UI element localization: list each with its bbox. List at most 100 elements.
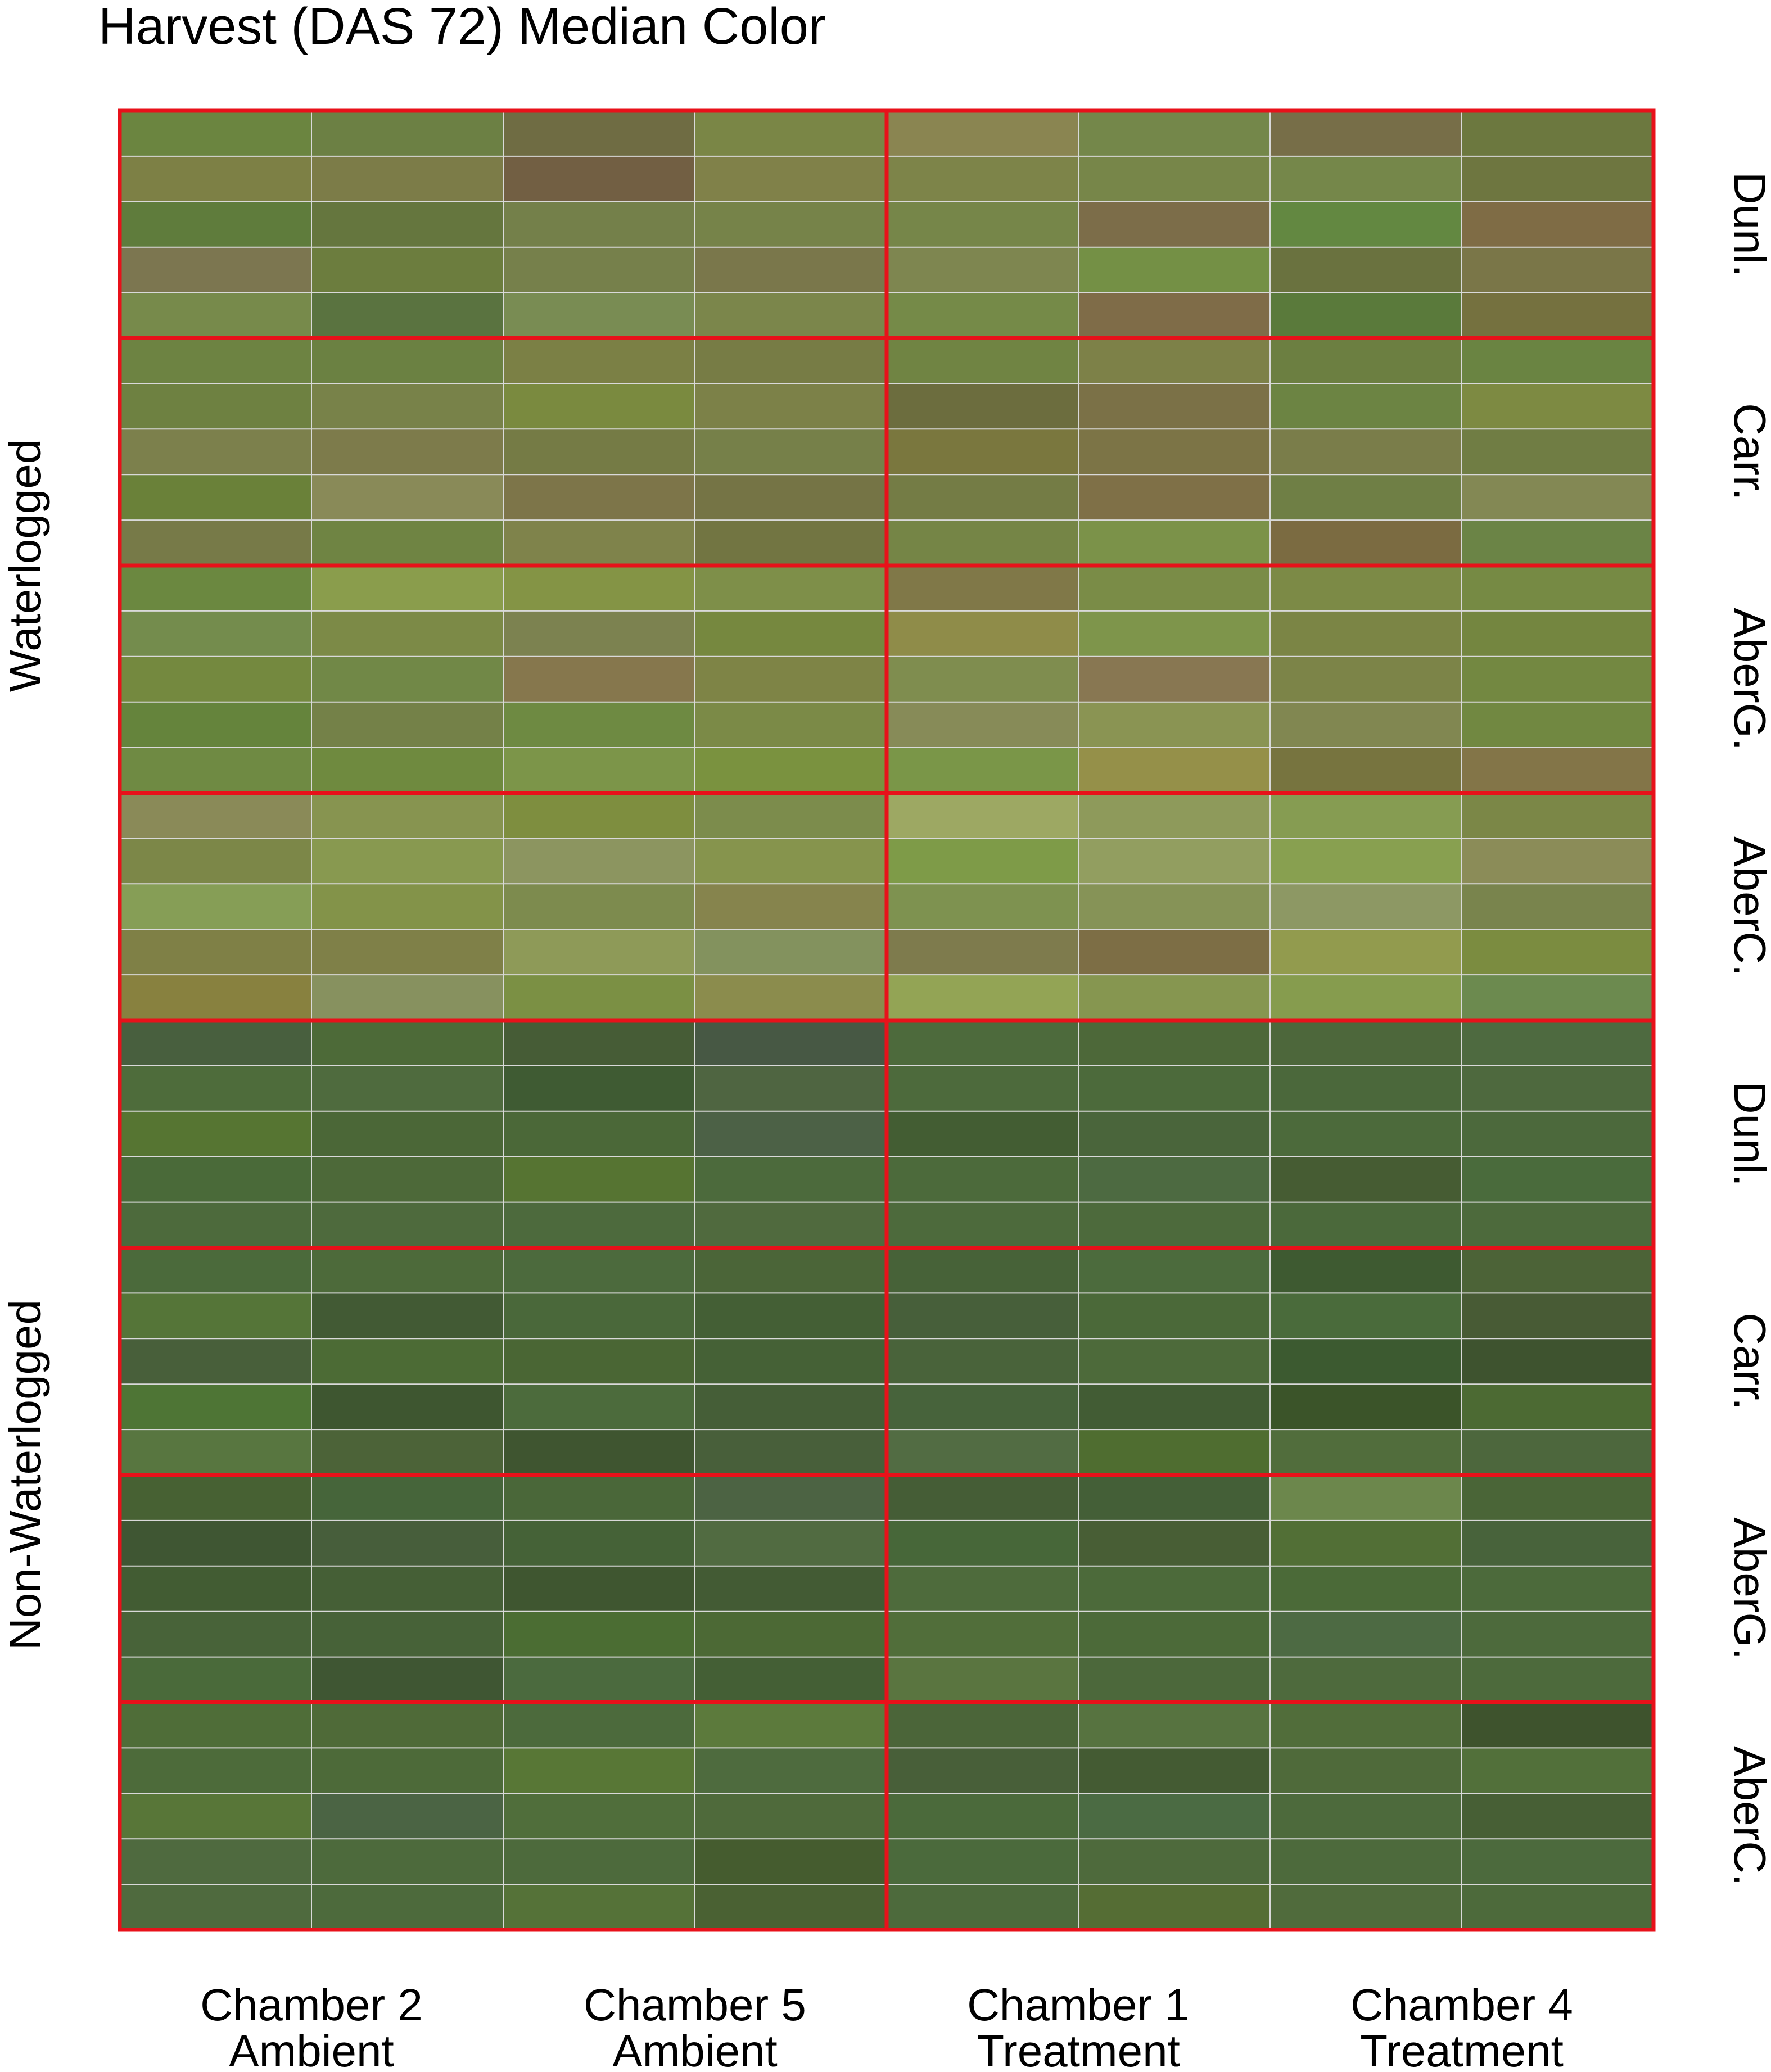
heatmap-cell: [311, 884, 504, 930]
heatmap-cell: [887, 1657, 1079, 1703]
heatmap-cell: [503, 1384, 695, 1430]
variety-label: Carr.: [1725, 403, 1771, 500]
heatmap-cell: [887, 656, 1079, 703]
heatmap-cell: [1078, 1520, 1271, 1567]
heatmap-cell: [311, 656, 504, 703]
heatmap-cell: [1462, 520, 1654, 566]
heatmap-cell: [887, 156, 1079, 202]
heatmap-cell: [1270, 1020, 1462, 1066]
block-border: [884, 1700, 1656, 1932]
heatmap-cell: [311, 429, 504, 475]
heatmap-cell: [503, 1657, 695, 1703]
heatmap-cell: [120, 975, 312, 1021]
heatmap-cell: [1078, 1338, 1271, 1385]
heatmap-cell: [1462, 1338, 1654, 1385]
heatmap-cell: [695, 429, 887, 475]
heatmap-cell: [887, 1156, 1079, 1203]
heatmap-cell: [1078, 610, 1271, 657]
heatmap-cell: [311, 565, 504, 612]
heatmap-cell: [887, 1065, 1079, 1112]
heatmap-cell: [120, 702, 312, 748]
variety-label: AberG.: [1725, 1518, 1771, 1660]
heatmap-cell: [1270, 1429, 1462, 1476]
heatmap-cell: [503, 1065, 695, 1112]
heatmap-cell: [887, 1338, 1079, 1385]
heatmap-cell: [1270, 1611, 1462, 1658]
heatmap-cell: [1462, 201, 1654, 248]
heatmap-cell: [311, 793, 504, 839]
heatmap-cell: [695, 1839, 887, 1885]
heatmap-cell: [1270, 1384, 1462, 1430]
heatmap-cell: [887, 1793, 1079, 1839]
heatmap-cell: [887, 793, 1079, 839]
heatmap-cell: [1078, 429, 1271, 475]
variety-label: Carr.: [1725, 1313, 1771, 1410]
heatmap-cell: [695, 520, 887, 566]
heatmap-cell: [311, 1566, 504, 1612]
heatmap-cell: [1462, 565, 1654, 612]
heatmap-cell: [120, 111, 312, 157]
heatmap-cell: [1270, 1702, 1462, 1748]
heatmap-cell: [503, 1202, 695, 1248]
heatmap-cell: [1078, 1657, 1271, 1703]
heatmap-cell: [120, 1475, 312, 1521]
heatmap-cell: [1270, 884, 1462, 930]
heatmap-cell: [1462, 656, 1654, 703]
heatmap-cell: [887, 1475, 1079, 1521]
heatmap-cell: [1078, 702, 1271, 748]
heatmap-cell: [311, 610, 504, 657]
heatmap-cell: [311, 156, 504, 202]
heatmap-cell: [311, 1020, 504, 1066]
heatmap-cell: [1078, 111, 1271, 157]
heatmap-cell: [311, 929, 504, 975]
heatmap-cell: [1270, 838, 1462, 884]
heatmap-cell: [311, 247, 504, 293]
heatmap-cell: [887, 111, 1079, 157]
heatmap-cell: [1462, 702, 1654, 748]
heatmap-cell: [695, 1611, 887, 1658]
heatmap-cell: [120, 1429, 312, 1476]
heatmap-cell: [311, 1065, 504, 1112]
heatmap-cell: [503, 247, 695, 293]
heatmap-cell: [1462, 1566, 1654, 1612]
column-label-line2: Treatment: [977, 2026, 1180, 2072]
heatmap-cell: [311, 1293, 504, 1339]
heatmap-cell: [503, 929, 695, 975]
heatmap-cell: [695, 610, 887, 657]
heatmap-cell: [887, 338, 1079, 384]
heatmap-cell: [311, 520, 504, 566]
heatmap-cell: [1078, 1111, 1271, 1157]
heatmap-cell: [1078, 793, 1271, 839]
heatmap-cell: [1078, 1793, 1271, 1839]
heatmap-cell: [1270, 292, 1462, 339]
heatmap-cell: [503, 338, 695, 384]
heatmap-cell: [1270, 975, 1462, 1021]
heatmap-cell: [1270, 1657, 1462, 1703]
heatmap-cell: [1078, 975, 1271, 1021]
heatmap-cell: [503, 1748, 695, 1794]
heatmap-cell: [120, 338, 312, 384]
heatmap-cell: [503, 1020, 695, 1066]
variety-label: AberG.: [1725, 608, 1771, 750]
heatmap-cell: [695, 1065, 887, 1112]
heatmap-cell: [1078, 656, 1271, 703]
heatmap-cell: [120, 656, 312, 703]
heatmap-cell: [503, 1338, 695, 1385]
heatmap-cell: [695, 1156, 887, 1203]
heatmap-cell: [887, 702, 1079, 748]
heatmap-cell: [503, 747, 695, 794]
heatmap-cell: [887, 520, 1079, 566]
heatmap-cell: [695, 1293, 887, 1339]
heatmap-cell: [1462, 474, 1654, 521]
heatmap-cell: [120, 1156, 312, 1203]
heatmap-cell: [1078, 1748, 1271, 1794]
heatmap-cell: [887, 1429, 1079, 1476]
heatmap-cell: [1270, 702, 1462, 748]
heatmap-cell: [887, 1020, 1079, 1066]
heatmap-cell: [1462, 292, 1654, 339]
heatmap-cell: [1462, 1247, 1654, 1293]
heatmap-cell: [1270, 1202, 1462, 1248]
heatmap-cell: [1462, 383, 1654, 429]
heatmap-cell: [1270, 520, 1462, 566]
heatmap-cell: [887, 565, 1079, 612]
